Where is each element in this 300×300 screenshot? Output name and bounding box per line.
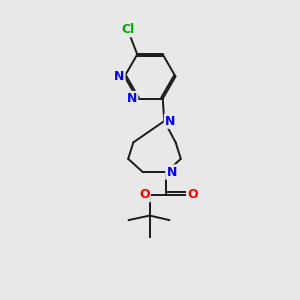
Text: O: O	[187, 188, 198, 201]
Text: N: N	[127, 92, 137, 105]
Text: N: N	[165, 115, 175, 128]
Text: N: N	[167, 166, 177, 178]
Text: Cl: Cl	[122, 23, 135, 36]
Text: O: O	[139, 188, 150, 201]
Text: N: N	[114, 70, 124, 83]
